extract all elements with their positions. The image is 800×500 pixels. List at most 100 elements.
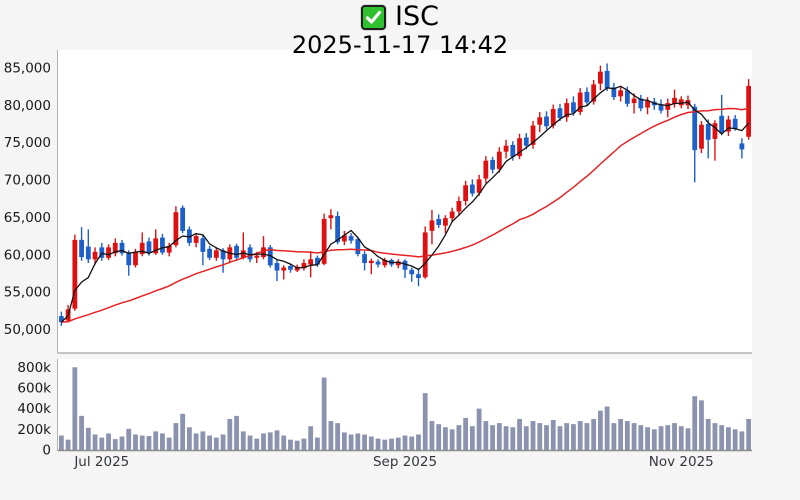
checked-checkbox-icon[interactable] — [361, 4, 387, 30]
candle-body — [288, 266, 293, 270]
volume-bar — [321, 377, 327, 450]
candle-body — [496, 151, 502, 169]
candle-body — [665, 103, 671, 110]
volume-bar — [631, 423, 637, 450]
candle-body — [328, 215, 334, 219]
volume-bar — [402, 435, 408, 450]
volume-bar — [517, 418, 522, 450]
volume-bar — [449, 429, 455, 450]
candle-body — [571, 102, 576, 113]
candle-body — [577, 92, 583, 113]
volume-bar — [200, 431, 206, 450]
candle-body — [395, 261, 401, 266]
candle-body — [719, 115, 725, 133]
candle-body — [58, 316, 64, 323]
volume-bar — [463, 417, 469, 450]
volume-bar — [301, 438, 307, 450]
volume-bar — [476, 408, 482, 450]
volume-bar — [99, 437, 105, 450]
volume-bar — [658, 426, 664, 450]
volume-bar — [429, 421, 435, 450]
candle-body — [193, 236, 199, 243]
candle-body — [153, 238, 159, 254]
candle-body — [106, 247, 111, 258]
volume-bar — [240, 431, 246, 450]
volume-bar — [375, 438, 381, 450]
candle-body — [409, 269, 415, 275]
candle-body — [362, 254, 367, 264]
volume-bar — [146, 436, 152, 450]
candle-body — [355, 239, 361, 255]
candle-body — [604, 70, 610, 89]
volume-bar — [72, 367, 78, 450]
volume-bar — [672, 423, 677, 450]
candle-body — [645, 100, 650, 108]
candle-body — [678, 99, 684, 106]
volume-bar — [207, 435, 213, 450]
candle-body — [463, 185, 469, 201]
volume-bar — [261, 433, 266, 450]
candle-body — [234, 245, 239, 258]
volume-bar — [624, 421, 630, 450]
candle-body — [699, 124, 704, 149]
candle-body — [416, 274, 421, 278]
candle-body — [321, 218, 327, 264]
volume-bar — [544, 425, 549, 450]
candle-body — [638, 98, 644, 109]
candle-body — [200, 238, 206, 252]
candle-body — [584, 91, 590, 103]
volume-bar — [591, 418, 597, 450]
candle-body — [705, 124, 711, 140]
volume-bar — [557, 426, 563, 450]
candle-body — [160, 237, 165, 253]
volume-bars — [58, 367, 752, 450]
volume-bar — [618, 418, 624, 450]
volume-bar — [523, 426, 529, 450]
volume-bar — [368, 436, 374, 450]
volume-bar — [281, 435, 287, 450]
volume-bar — [705, 418, 711, 450]
volume-bar — [530, 421, 536, 450]
candle-body — [732, 118, 738, 129]
candle-body — [85, 246, 91, 260]
candle-body — [173, 212, 179, 246]
candle-body — [79, 239, 84, 258]
x-axis-labels: Jul 2025 Sep 2025 Nov 2025 — [73, 454, 713, 470]
candle-body — [341, 235, 347, 242]
candle-body — [146, 241, 152, 254]
volume-axis-labels: 800k 600k 400k 200k 0 — [17, 360, 51, 459]
candle-body — [261, 247, 266, 258]
price-tick-label: 85,000 — [4, 60, 51, 76]
candle-body — [375, 261, 381, 265]
candle-body — [624, 90, 630, 104]
volume-bar — [665, 425, 671, 450]
candle-body — [746, 85, 752, 137]
candle-body — [335, 215, 341, 243]
volume-bar — [315, 437, 320, 450]
volume-bar — [166, 437, 172, 450]
volume-bar — [739, 431, 745, 450]
price-tick-label: 50,000 — [4, 322, 51, 338]
volume-bar — [678, 426, 684, 450]
volume-bar — [699, 400, 704, 450]
volume-bar — [537, 423, 543, 450]
symbol-row: ISC — [0, 2, 800, 32]
candle-body — [469, 184, 475, 194]
volume-bar — [571, 424, 576, 450]
volume-tick-label: 0 — [42, 443, 51, 459]
volume-bar — [153, 431, 159, 450]
candle-body — [382, 260, 388, 266]
volume-bar — [692, 396, 698, 450]
volume-bar — [436, 424, 442, 450]
volume-bar — [577, 421, 583, 450]
volume-bar — [469, 426, 475, 450]
candle-body — [449, 211, 455, 219]
x-tick-label: Jul 2025 — [73, 454, 129, 470]
volume-bar — [133, 434, 138, 450]
volume-bar — [106, 433, 111, 450]
candle-body — [254, 255, 260, 258]
candle-body — [126, 253, 132, 266]
volume-bar — [638, 425, 644, 450]
candle-body — [530, 125, 536, 145]
candle-body — [402, 260, 408, 270]
